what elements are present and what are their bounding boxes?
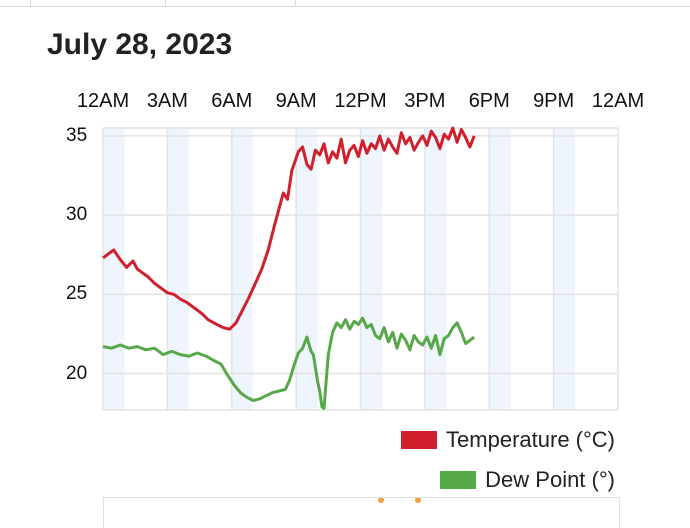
hour-band bbox=[231, 128, 254, 410]
legend-label-temperature: Temperature (°C) bbox=[446, 427, 615, 452]
y-tick-label: 25 bbox=[66, 283, 88, 305]
next-chart-frame bbox=[103, 497, 620, 528]
legend-label-dew-point: Dew Point (°) bbox=[485, 467, 615, 492]
hour-band bbox=[489, 128, 511, 410]
legend-swatch-dew-point bbox=[440, 471, 477, 489]
x-tick-label: 6PM bbox=[468, 90, 510, 112]
weather-line-chart bbox=[102, 126, 619, 503]
hour-band bbox=[360, 128, 382, 410]
tab-divider bbox=[30, 0, 31, 6]
x-tick-label: 6AM bbox=[211, 90, 253, 112]
x-tick-label: 3AM bbox=[146, 90, 188, 112]
x-tick-label: 9AM bbox=[275, 90, 317, 112]
next-chart-point bbox=[415, 497, 421, 503]
date-title: July 28, 2023 bbox=[47, 28, 233, 61]
tab-divider bbox=[165, 0, 166, 6]
x-tick-label: 3PM bbox=[404, 90, 446, 112]
legend-dew-point[interactable]: Dew Point (°) bbox=[440, 467, 615, 493]
y-tick-label: 30 bbox=[66, 204, 88, 226]
x-tick-label: 12AM bbox=[76, 90, 130, 112]
temperature-line bbox=[102, 126, 476, 331]
x-tick-label: 12AM bbox=[591, 90, 645, 112]
legend-swatch-temperature bbox=[401, 431, 438, 449]
x-tick-label: 9PM bbox=[533, 90, 575, 112]
x-tick-label: 12PM bbox=[334, 90, 387, 112]
next-chart-point bbox=[378, 497, 384, 503]
y-tick-label: 20 bbox=[66, 362, 88, 384]
hour-band bbox=[424, 128, 447, 410]
hour-band bbox=[553, 128, 576, 410]
hour-band bbox=[103, 128, 125, 410]
legend-temperature[interactable]: Temperature (°C) bbox=[401, 427, 615, 453]
hour-band bbox=[167, 128, 189, 410]
y-tick-label: 35 bbox=[66, 124, 88, 146]
previous-section-tabs bbox=[0, 0, 690, 7]
tab-divider bbox=[295, 0, 296, 6]
hour-band bbox=[296, 128, 318, 410]
dew-point-line bbox=[102, 316, 476, 410]
